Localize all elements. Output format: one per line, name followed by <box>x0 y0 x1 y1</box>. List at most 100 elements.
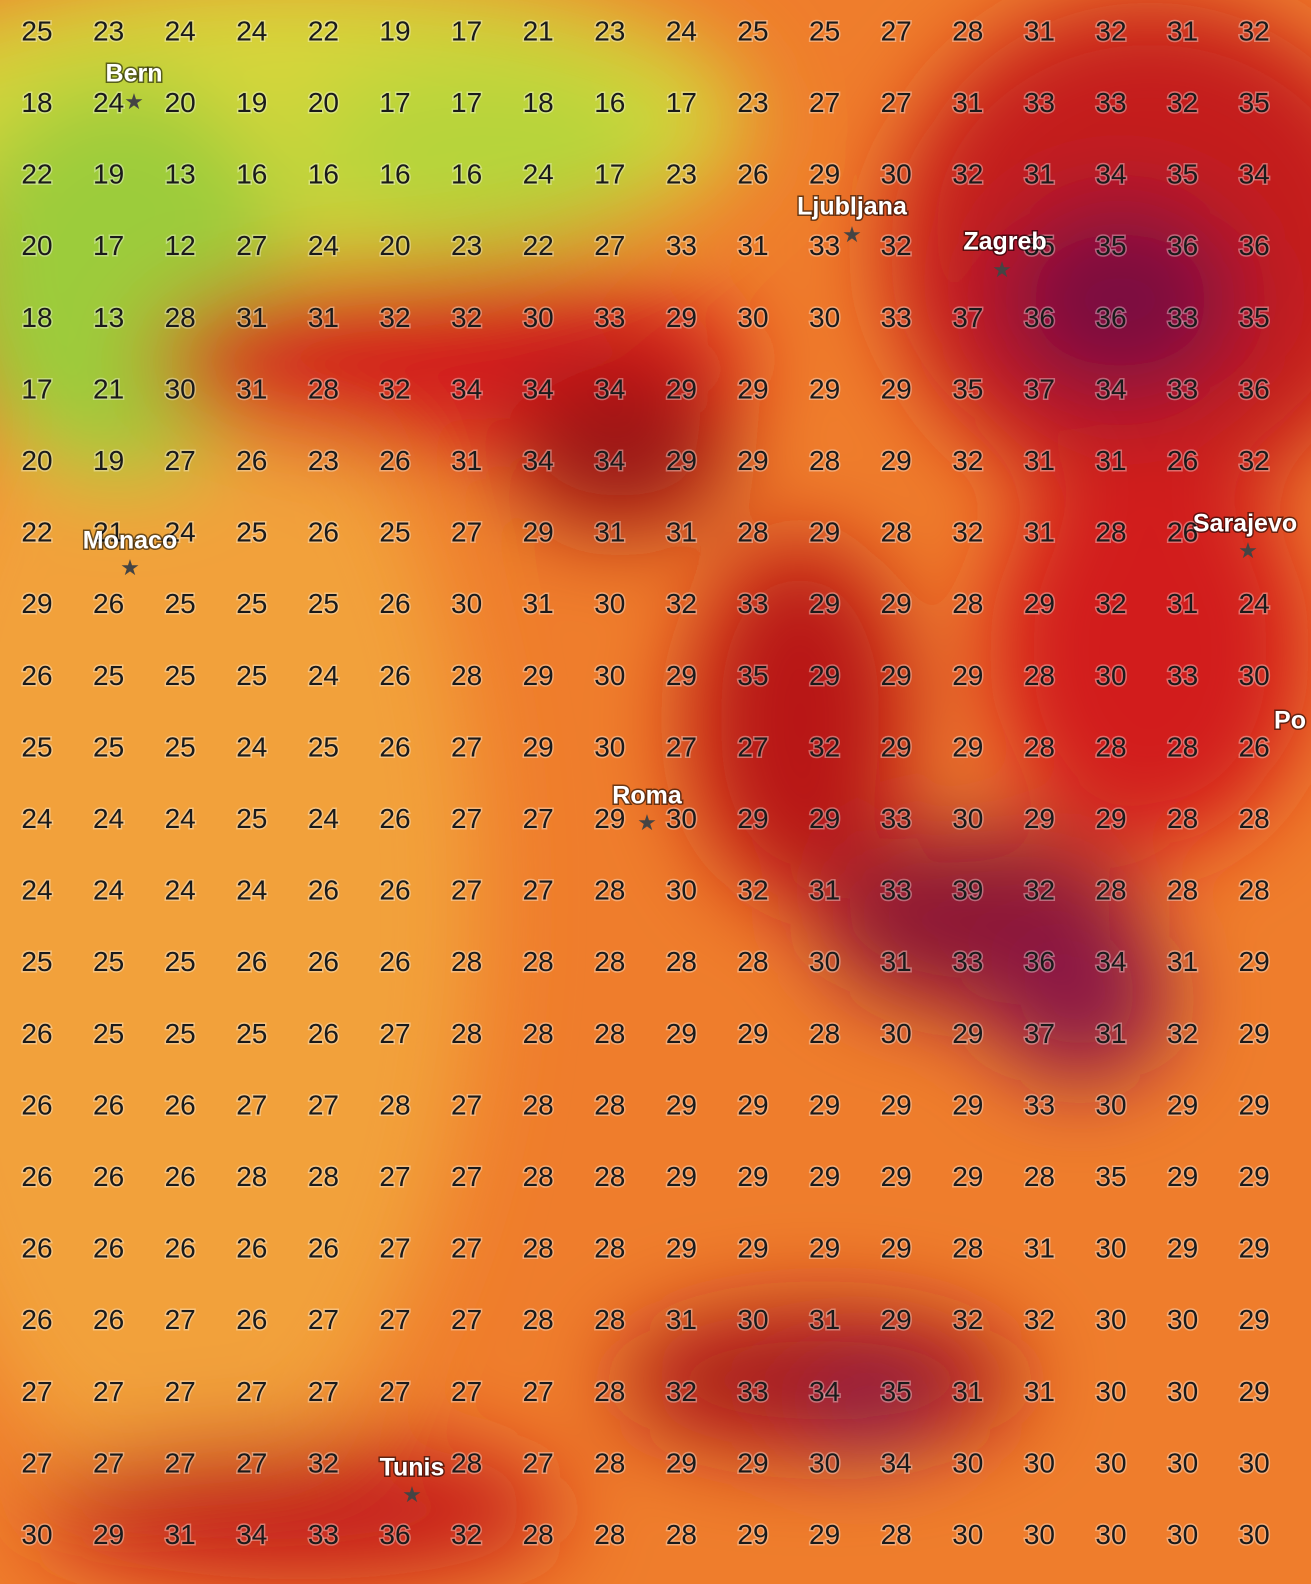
temperature-value: 29 <box>809 660 840 691</box>
temperature-value: 25 <box>236 517 267 548</box>
temperature-value: 25 <box>93 1018 124 1049</box>
temperature-value: 35 <box>1239 87 1270 118</box>
temperature-value: 28 <box>1239 875 1270 906</box>
temperature-value: 29 <box>881 660 912 691</box>
city-marker: ★ <box>842 222 862 247</box>
temperature-value: 37 <box>1024 373 1055 404</box>
temperature-value: 28 <box>737 517 768 548</box>
temperature-value: 26 <box>1167 445 1198 476</box>
temperature-value: 17 <box>21 373 52 404</box>
temperature-value: 23 <box>308 445 339 476</box>
temperature-value: 24 <box>308 660 339 691</box>
temperature-value: 29 <box>809 1519 840 1550</box>
temperature-value: 35 <box>1239 302 1270 333</box>
temperature-value: 30 <box>1095 1376 1126 1407</box>
temperature-value: 29 <box>737 1161 768 1192</box>
temperature-value: 29 <box>952 1161 983 1192</box>
temperature-value: 30 <box>1239 1447 1270 1478</box>
temperature-value: 26 <box>308 1018 339 1049</box>
temperature-value: 27 <box>594 230 625 261</box>
temperature-value: 30 <box>1167 1376 1198 1407</box>
temperature-value: 18 <box>21 87 52 118</box>
temperature-value: 17 <box>379 87 410 118</box>
temperature-value: 36 <box>1024 946 1055 977</box>
temperature-value: 24 <box>165 803 196 834</box>
temperature-value: 29 <box>881 1161 912 1192</box>
temperature-value: 27 <box>523 875 554 906</box>
temperature-value: 27 <box>451 1304 482 1335</box>
temperature-value: 27 <box>93 1447 124 1478</box>
temperature-value: 33 <box>809 230 840 261</box>
temperature-value: 29 <box>1024 803 1055 834</box>
temperature-value: 28 <box>523 1018 554 1049</box>
temperature-value: 30 <box>1167 1447 1198 1478</box>
temperature-value: 32 <box>952 517 983 548</box>
temperature-value: 31 <box>809 1304 840 1335</box>
temperature-value: 29 <box>737 445 768 476</box>
temperature-value: 27 <box>379 1018 410 1049</box>
temperature-value: 28 <box>594 1018 625 1049</box>
temperature-value: 32 <box>1239 15 1270 46</box>
temperature-value: 35 <box>952 373 983 404</box>
temperature-value: 34 <box>594 445 625 476</box>
temperature-value: 29 <box>1239 1376 1270 1407</box>
temperature-value: 32 <box>308 1447 339 1478</box>
temperature-grid: 25 23 24 24 22 19 17 21 23 24 25 25 27 28 31 32 31 32 18 24… <box>20 14 1271 1552</box>
temperature-value: 29 <box>1167 1161 1198 1192</box>
temperature-value: 21 <box>93 517 124 548</box>
temperature-value: 36 <box>1167 230 1198 261</box>
temperature-value: 32 <box>1024 875 1055 906</box>
city-name: Ljubljana <box>797 193 908 221</box>
temperature-value: 29 <box>809 373 840 404</box>
temperature-value: 30 <box>1095 1089 1126 1120</box>
temperature-value: 29 <box>737 803 768 834</box>
temperature-value: 29 <box>881 588 912 619</box>
temperature-value: 35 <box>737 660 768 691</box>
temperature-value: 28 <box>523 946 554 977</box>
temperature-value: 35 <box>1095 230 1126 261</box>
temperature-value: 33 <box>594 302 625 333</box>
temperature-value: 31 <box>1024 1233 1055 1264</box>
temperature-value: 28 <box>1167 875 1198 906</box>
temperature-value: 16 <box>308 159 339 190</box>
temperature-value: 28 <box>594 1089 625 1120</box>
temperature-value: 31 <box>666 517 697 548</box>
temperature-value: 31 <box>1167 946 1198 977</box>
temperature-value: 24 <box>308 230 339 261</box>
temperature-value: 29 <box>1095 803 1126 834</box>
temperature-value: 31 <box>952 1376 983 1407</box>
temperature-value: 19 <box>236 87 267 118</box>
temperature-value: 28 <box>594 1304 625 1335</box>
temperature-value: 30 <box>881 1018 912 1049</box>
temperature-value: 27 <box>236 1447 267 1478</box>
temperature-value: 31 <box>236 373 267 404</box>
temperature-value: 24 <box>666 15 697 46</box>
temperature-value: 29 <box>809 803 840 834</box>
temperature-value: 39 <box>952 875 983 906</box>
temperature-value: 28 <box>1095 731 1126 762</box>
temperature-value: 32 <box>1167 87 1198 118</box>
temperature-value: 34 <box>809 1376 840 1407</box>
city-name: Bern <box>106 60 163 88</box>
temperature-value: 32 <box>1095 588 1126 619</box>
temperature-value: 28 <box>523 1304 554 1335</box>
temperature-value: 24 <box>308 803 339 834</box>
temperature-value: 23 <box>594 15 625 46</box>
temperature-value: 34 <box>523 445 554 476</box>
temperature-value: 26 <box>236 1233 267 1264</box>
temperature-value: 35 <box>1095 1161 1126 1192</box>
temperature-value: 29 <box>737 1089 768 1120</box>
temperature-value: 31 <box>451 445 482 476</box>
temperature-value: 30 <box>1239 1519 1270 1550</box>
temperature-value: 28 <box>881 1519 912 1550</box>
temperature-value: 17 <box>594 159 625 190</box>
temperature-value: 29 <box>809 1089 840 1120</box>
temperature-value: 29 <box>809 588 840 619</box>
temperature-value: 16 <box>451 159 482 190</box>
temperature-value: 32 <box>1167 1018 1198 1049</box>
temperature-value: 25 <box>165 1018 196 1049</box>
temperature-value: 30 <box>666 803 697 834</box>
